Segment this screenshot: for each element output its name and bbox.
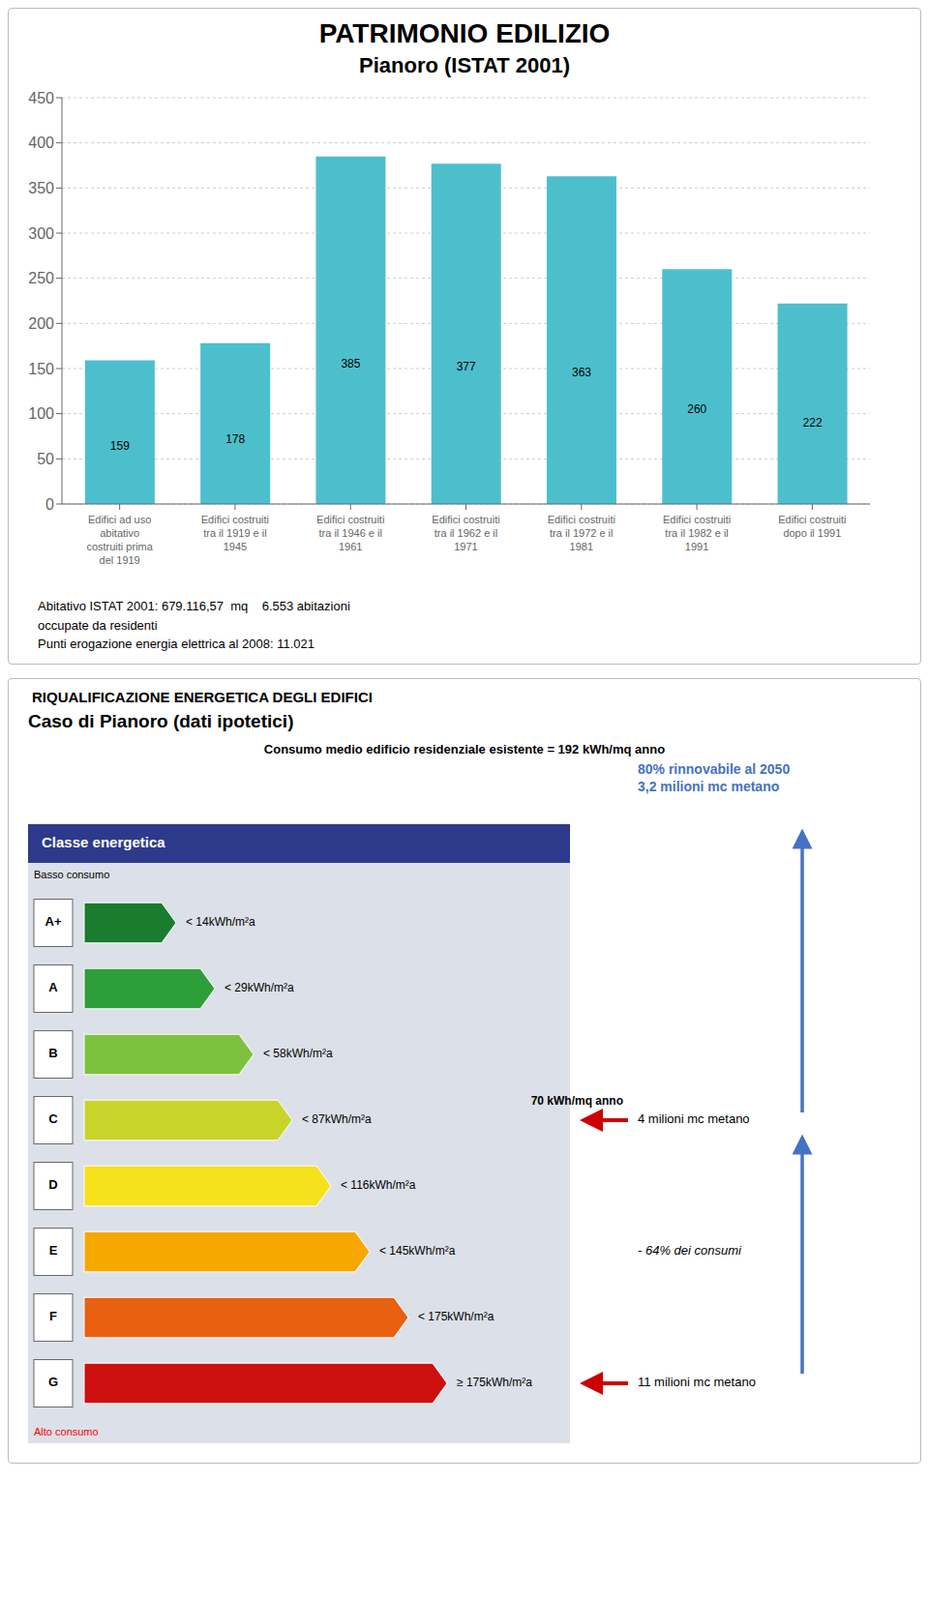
svg-text:178: 178 <box>225 432 245 447</box>
svg-text:250: 250 <box>28 269 55 287</box>
svg-text:Edifici ad usoabitativocostrui: Edifici ad usoabitativocostruiti primade… <box>86 513 153 567</box>
svg-text:80% rinnovabile al 20503,2 mil: 80% rinnovabile al 20503,2 milioni mc me… <box>637 761 790 795</box>
svg-text:377: 377 <box>456 359 477 374</box>
svg-text:450: 450 <box>28 89 55 107</box>
svg-text:Edifici costruititra il 1962 e: Edifici costruititra il 1962 e il1971 <box>431 513 500 553</box>
svg-text:E: E <box>49 1243 59 1259</box>
svg-text:50: 50 <box>36 450 55 468</box>
svg-text:70 kWh/mq anno: 70 kWh/mq anno <box>531 1094 624 1109</box>
html-text:Pianoro (ISTAT 2001): Pianoro (ISTAT 2001) <box>359 53 570 78</box>
svg-text:350: 350 <box>28 179 55 197</box>
svg-text:A: A <box>48 980 59 995</box>
svg-text:< 14kWh/m²a: < 14kWh/m²a <box>185 915 256 929</box>
svg-text:Basso consumo: Basso consumo <box>33 869 110 881</box>
svg-text:< 175kWh/m²a: < 175kWh/m²a <box>418 1310 495 1324</box>
svg-text:- 64% dei consumi: - 64% dei consumi <box>637 1243 743 1259</box>
svg-text:100: 100 <box>28 405 55 422</box>
svg-text:< 116kWh/m²a: < 116kWh/m²a <box>340 1178 417 1193</box>
svg-text:C: C <box>48 1111 59 1127</box>
svg-text:0: 0 <box>45 496 55 513</box>
svg-text:D: D <box>48 1177 58 1193</box>
svg-text:< 87kWh/m²a: < 87kWh/m²a <box>301 1112 372 1127</box>
svg-text:Edifici costruititra il 1919 e: Edifici costruititra il 1919 e il1945 <box>201 513 270 553</box>
svg-text:Edifici costruititra il 1946 e: Edifici costruititra il 1946 e il1961 <box>316 513 385 553</box>
svg-text:363: 363 <box>571 365 592 380</box>
html-text:Abitativo ISTAT 2001: 679.116,: Abitativo ISTAT 2001: 679.116,57 mq 6.55… <box>37 599 351 652</box>
svg-text:Edifici costruitidopo il 1991: Edifici costruitidopo il 1991 <box>778 513 846 540</box>
svg-text:150: 150 <box>28 360 55 378</box>
html-text:PATRIMONIO EDILIZIO: PATRIMONIO EDILIZIO <box>318 18 611 49</box>
html-text:Consumo medio edificio residen: Consumo medio edificio residenziale esis… <box>263 741 666 757</box>
html-text:Caso di Pianoro (dati ipotetic: Caso di Pianoro (dati ipotetici) <box>28 710 294 732</box>
svg-text:≥ 175kWh/m²a: ≥ 175kWh/m²a <box>456 1376 533 1390</box>
svg-text:4 milioni mc metano: 4 milioni mc metano <box>637 1111 750 1127</box>
svg-text:< 58kWh/m²a: < 58kWh/m²a <box>263 1047 333 1061</box>
svg-text:A+: A+ <box>45 914 62 929</box>
svg-text:Edifici costruititra il 1972 e: Edifici costruititra il 1972 e il1981 <box>547 513 616 553</box>
svg-text:385: 385 <box>340 357 360 371</box>
svg-text:< 29kWh/m²a: < 29kWh/m²a <box>224 981 295 995</box>
svg-text:159: 159 <box>110 439 130 453</box>
html-text:RIQUALIFICAZIONE ENERGETICA DE: RIQUALIFICAZIONE ENERGETICA DEGLI EDIFIC… <box>31 688 373 705</box>
svg-text:222: 222 <box>803 416 823 430</box>
svg-text:Classe energetica: Classe energetica <box>41 833 166 850</box>
svg-text:Alto consumo: Alto consumo <box>33 1426 99 1439</box>
svg-text:< 145kWh/m²a: < 145kWh/m²a <box>379 1244 456 1259</box>
svg-text:F: F <box>49 1309 58 1324</box>
svg-text:260: 260 <box>687 402 707 417</box>
svg-text:200: 200 <box>28 315 55 332</box>
svg-text:B: B <box>48 1046 58 1061</box>
svg-text:400: 400 <box>28 134 55 151</box>
svg-text:300: 300 <box>28 225 55 242</box>
svg-text:11 milioni mc metano: 11 milioni mc metano <box>637 1375 756 1390</box>
svg-text:G: G <box>48 1375 59 1390</box>
svg-text:Edifici costruititra il 1982 e: Edifici costruititra il 1982 e il1991 <box>662 513 731 553</box>
